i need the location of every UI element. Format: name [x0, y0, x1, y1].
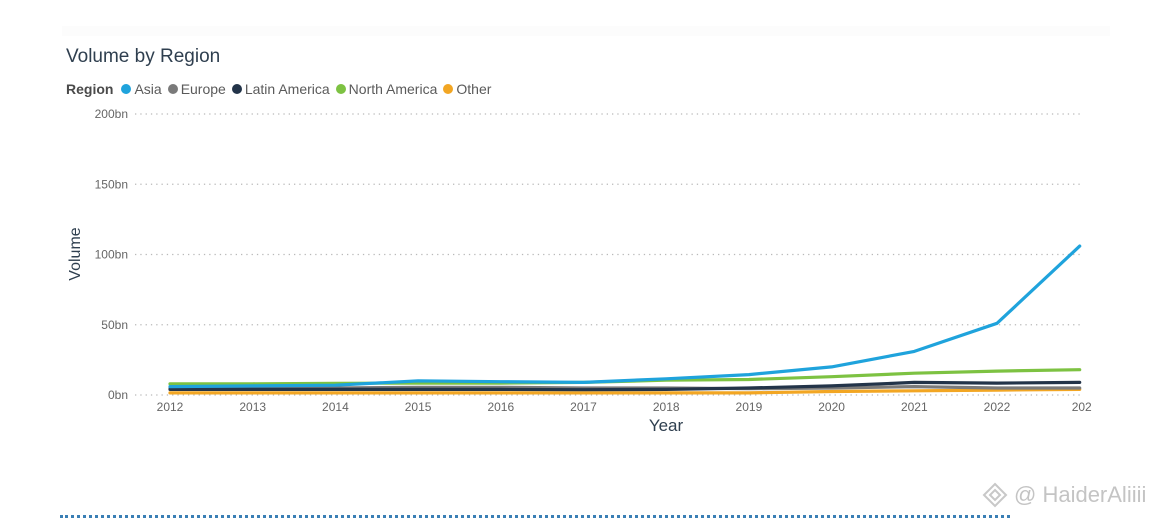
x-tick-label: 2020	[818, 400, 845, 414]
gridlines	[135, 113, 1082, 396]
series-line-latin-america[interactable]	[168, 380, 1082, 392]
y-axis-label: Volume	[67, 227, 84, 280]
legend-title: Region	[66, 81, 114, 97]
y-axis-ticks: 0bn 50bn 100bn 150bn 200bn	[95, 107, 128, 402]
header-band	[62, 26, 1110, 36]
x-tick-label: 202	[1072, 400, 1092, 414]
legend-item-latin-america[interactable]: Latin America	[231, 81, 330, 97]
legend-dot-icon	[231, 84, 242, 94]
legend-label: Other	[456, 81, 492, 97]
legend-label: Latin America	[244, 81, 330, 97]
legend-dot-icon	[443, 84, 454, 94]
x-tick-label: 2015	[405, 400, 432, 414]
series-line-other[interactable]	[168, 387, 1082, 395]
legend-label: Europe	[180, 81, 226, 97]
legend-label: Asia	[134, 81, 162, 97]
legend-dot-icon	[335, 84, 346, 94]
watermark-logo-icon	[982, 482, 1008, 508]
y-tick-label: 0bn	[108, 388, 128, 402]
y-tick-label: 150bn	[95, 177, 128, 191]
x-tick-label: 2016	[487, 400, 514, 414]
legend: Region Asia Europe Latin America North A…	[66, 80, 497, 98]
x-tick-label: 2013	[239, 400, 266, 414]
legend-label: North America	[348, 81, 438, 97]
legend-dot-icon	[121, 84, 132, 94]
legend-dot-icon	[167, 84, 178, 94]
bottom-divider	[60, 515, 1010, 518]
watermark-text: @ HaiderAliiii	[1014, 482, 1147, 507]
x-tick-label: 2012	[157, 400, 184, 414]
legend-item-asia[interactable]: Asia	[121, 81, 162, 97]
x-tick-label: 2014	[322, 400, 349, 414]
y-tick-label: 100bn	[95, 248, 128, 262]
y-tick-label: 200bn	[95, 107, 128, 121]
legend-item-other[interactable]: Other	[443, 81, 491, 97]
chart-title: Volume by Region	[66, 46, 221, 67]
x-tick-label: 2017	[570, 400, 597, 414]
x-axis-ticks: 2012 2013 2014 2015 2016 2017 2018 2019 2020 2021…	[157, 400, 1092, 414]
x-tick-label: 2021	[901, 400, 928, 414]
series-line-asia[interactable]	[168, 244, 1082, 389]
series-lines	[168, 244, 1082, 395]
x-tick-label: 2019	[736, 400, 763, 414]
x-tick-label: 2022	[984, 400, 1011, 414]
x-axis-label: Year	[649, 416, 684, 435]
x-tick-label: 2018	[653, 400, 680, 414]
watermark: @ HaiderAliiii	[982, 482, 1146, 508]
y-tick-label: 50bn	[101, 318, 128, 332]
legend-item-north-america[interactable]: North America	[335, 81, 438, 97]
legend-item-europe[interactable]: Europe	[167, 81, 226, 97]
